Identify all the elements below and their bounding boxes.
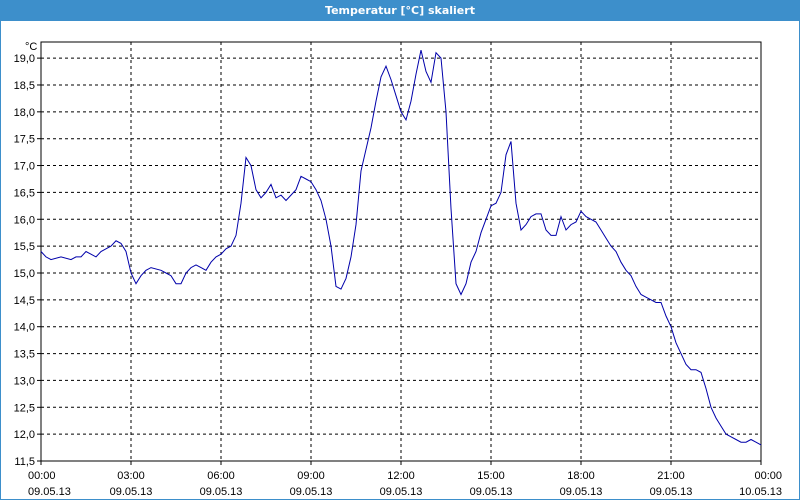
x-tick-time-label: 00:00 (28, 470, 56, 482)
y-tick-label: 14,5 (14, 295, 35, 307)
y-tick-label: 16,5 (14, 187, 35, 199)
x-tick-date-label: 09.05.13 (110, 486, 153, 498)
y-tick-label: 17,0 (14, 161, 35, 173)
y-tick-label: 12,0 (14, 429, 35, 441)
x-tick-date-label: 09.05.13 (200, 486, 243, 498)
y-tick-label: 12,5 (14, 402, 35, 414)
x-tick-date-label: 09.05.13 (290, 486, 333, 498)
x-tick-date-label: 09.05.13 (470, 486, 513, 498)
x-tick-date-label: 09.05.13 (650, 486, 693, 498)
y-tick-label: 18,0 (14, 107, 35, 119)
temperature-series-line (40, 49, 762, 446)
chart-title: Temperatur [°C] skaliert (0, 0, 800, 21)
y-tick-label: 15,0 (14, 268, 35, 280)
y-tick-label: 18,5 (14, 80, 35, 92)
chart-frame (0, 21, 800, 500)
x-tick-date-label: 09.05.13 (380, 486, 423, 498)
y-axis: 11,5 12,0 12,5 13,0 13,5 14,0 14,5 15,0 15,5 16,0… (14, 53, 41, 468)
y-tick-label: 15,5 (14, 241, 35, 253)
x-tick-time-label: 21:00 (657, 470, 685, 482)
grid (40, 42, 762, 462)
x-tick-date-label: 09.05.13 (28, 486, 71, 498)
y-tick-label: 13,5 (14, 349, 35, 361)
x-tick-time-label: 03:00 (117, 470, 145, 482)
y-unit-label: °C (25, 41, 37, 53)
x-tick-date-label: 09.05.13 (560, 486, 603, 498)
y-tick-label: 17,5 (14, 134, 35, 146)
y-tick-label: 13,0 (14, 375, 35, 387)
x-tick-date-label: 10.05.13 (739, 486, 782, 498)
y-tick-label: 19,0 (14, 53, 35, 65)
x-tick-time-label: 15:00 (477, 470, 505, 482)
x-tick-time-label: 12:00 (387, 470, 415, 482)
x-axis: 00:00 09.05.13 03:00 09.05.13 06:00 09.05.13 0… (28, 461, 782, 498)
x-tick-time-label: 18:00 (567, 470, 595, 482)
y-tick-label: 16,0 (14, 214, 35, 226)
x-tick-time-label: 06:00 (207, 470, 235, 482)
y-tick-label: 14,0 (14, 322, 35, 334)
x-tick-time-label: 00:00 (754, 470, 782, 482)
y-tick-label: 11,5 (14, 456, 35, 468)
x-tick-time-label: 09:00 (297, 470, 325, 482)
